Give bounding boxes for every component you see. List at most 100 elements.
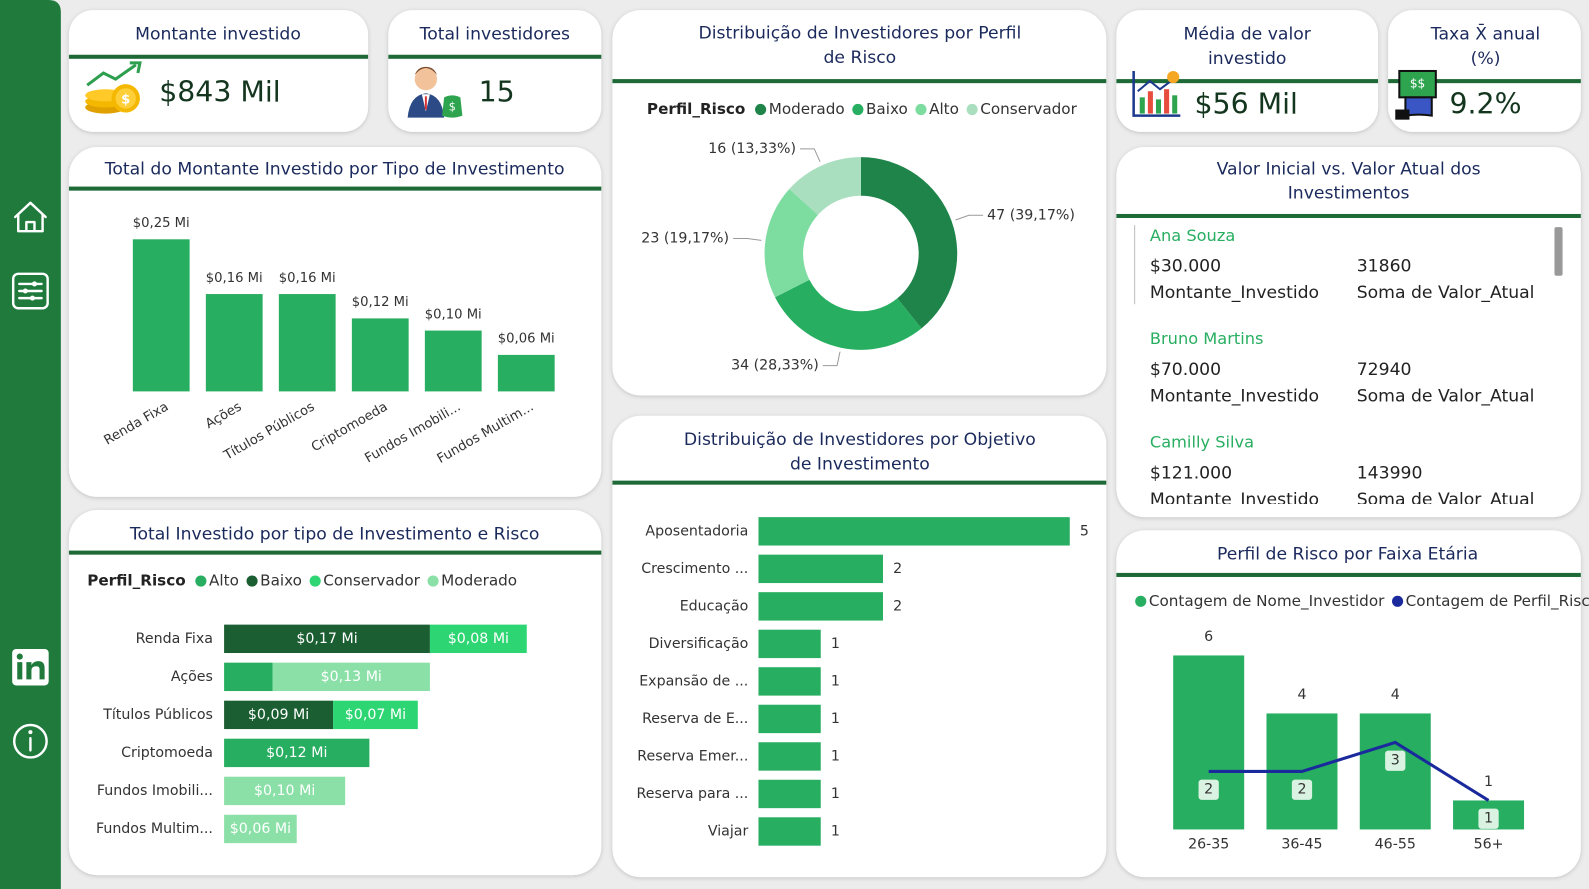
y-tick-label: Educação [680, 598, 749, 614]
value-label: $0,06 Mi [498, 332, 555, 347]
title-rule [1388, 79, 1581, 84]
title-rule [1116, 213, 1581, 219]
label-box [1198, 779, 1219, 800]
value-label: 1 [831, 786, 840, 802]
table-body: $30.000 31860 Montante_Investido Soma de Va… [1150, 257, 1535, 510]
value-label: $0,07 Mi [345, 707, 406, 723]
bar [132, 239, 190, 392]
value-label: 2 [893, 598, 902, 614]
y-tick-label: Fundos Multim... [96, 821, 213, 837]
growth-chart-icon [1132, 70, 1181, 117]
cell-label: Soma de Valor_Atual [1357, 386, 1535, 406]
bar [758, 817, 821, 846]
cell-label: Soma de Valor_Atual [1357, 283, 1535, 303]
value-label: $0,12 Mi [352, 295, 409, 310]
legend-label: Baixo [260, 572, 302, 590]
kpi-value: $843 Mil [159, 75, 280, 108]
cell: 72940 [1357, 360, 1412, 380]
bar [758, 629, 821, 659]
donut-slice [789, 157, 861, 215]
bar [278, 294, 336, 392]
bar-segment [429, 624, 527, 654]
leader-line [822, 351, 841, 367]
y-tick-label: Renda Fixa [136, 631, 213, 647]
kpi-value: 15 [479, 75, 515, 108]
title-rule [612, 480, 1107, 485]
legend-label: Contagem de Perfil_Risco [1406, 592, 1589, 611]
x-tick-label: 36-45 [1281, 837, 1322, 853]
label-box [1385, 750, 1406, 771]
svg-text:$$: $$ [1410, 77, 1425, 91]
cell: $70.000 [1150, 360, 1221, 380]
leader-line [800, 148, 821, 162]
title-rule [68, 54, 369, 59]
kpi-title: Montante investido [135, 24, 301, 44]
svg-text:$: $ [121, 92, 130, 107]
value-label: $0,12 Mi [266, 745, 327, 761]
sidebar [0, 0, 61, 889]
kpi-title: Média de valor investido [1184, 24, 1312, 68]
title-rule [1116, 79, 1379, 84]
chart-card [68, 510, 602, 876]
value-label: $0,09 Mi [248, 707, 309, 723]
kpi-value: 9.2% [1449, 87, 1521, 120]
row-name: Camilly Silva [1150, 433, 1254, 452]
value-label: 23 (19,17%) [641, 231, 729, 247]
y-tick-label: Diversificação [649, 636, 749, 652]
line [1208, 740, 1490, 802]
bar [758, 554, 883, 584]
y-tick-label: Reserva para ... [637, 786, 749, 802]
home-icon[interactable] [13, 201, 47, 233]
y-tick-label: Fundos Imobili... [97, 783, 213, 799]
cell: $121.000 [1150, 464, 1232, 484]
legend-label: Moderado [769, 100, 845, 118]
bar [758, 779, 821, 809]
value-label: $0,17 Mi [296, 631, 357, 647]
bar-segment [224, 624, 430, 654]
value-label: 1 [831, 711, 840, 727]
value-label: 1 [1484, 774, 1493, 790]
bar-segment [333, 700, 418, 730]
info-icon[interactable] [12, 723, 48, 759]
title-rule [388, 54, 602, 59]
y-tick-label: Reserva Emer... [637, 748, 748, 764]
bar [758, 592, 883, 621]
value-label: 4 [1391, 687, 1400, 703]
kpi-title: Total investidores [419, 24, 570, 44]
leader-line [733, 238, 762, 241]
value-label: 6 [1204, 629, 1213, 645]
legend-marker [915, 103, 927, 116]
kpi-title: Taxa X̄ anual (%) [1430, 22, 1540, 68]
title-rule [612, 79, 1107, 84]
chart-title: Perfil de Risco por Faixa Etária [1217, 545, 1478, 565]
bar [351, 318, 409, 392]
bar [758, 517, 1070, 546]
kpi-card [1116, 10, 1379, 132]
value-label: 2 [1204, 782, 1213, 798]
y-tick-label: Expansão de ... [639, 673, 748, 689]
value-label: $0,13 Mi [321, 669, 382, 685]
cell: 143990 [1357, 464, 1423, 484]
linkedin-icon[interactable] [12, 648, 49, 686]
filter-icon[interactable] [11, 272, 49, 310]
legend-label: Alto [209, 572, 239, 590]
y-tick-label: Aposentadoria [645, 523, 748, 539]
value-label: 1 [1484, 811, 1493, 827]
value-label: 2 [893, 561, 902, 577]
legend-label: Conservador [980, 100, 1077, 118]
cell: $30.000 [1150, 257, 1221, 277]
kpi-card [388, 10, 602, 132]
value-label: $0,25 Mi [133, 216, 190, 231]
cell: 31860 [1357, 257, 1412, 277]
investor-icon: $ [407, 66, 463, 118]
value-label: $0,10 Mi [425, 307, 482, 322]
bar [758, 742, 821, 771]
value-label: $0,08 Mi [448, 631, 509, 647]
cell-label: Montante_Investido [1150, 490, 1319, 510]
y-tick-label: Criptomoeda [121, 745, 213, 761]
bar-segment [224, 662, 273, 692]
legend-label: Baixo [866, 100, 908, 118]
legend-title: Perfil_Risco [647, 100, 745, 118]
